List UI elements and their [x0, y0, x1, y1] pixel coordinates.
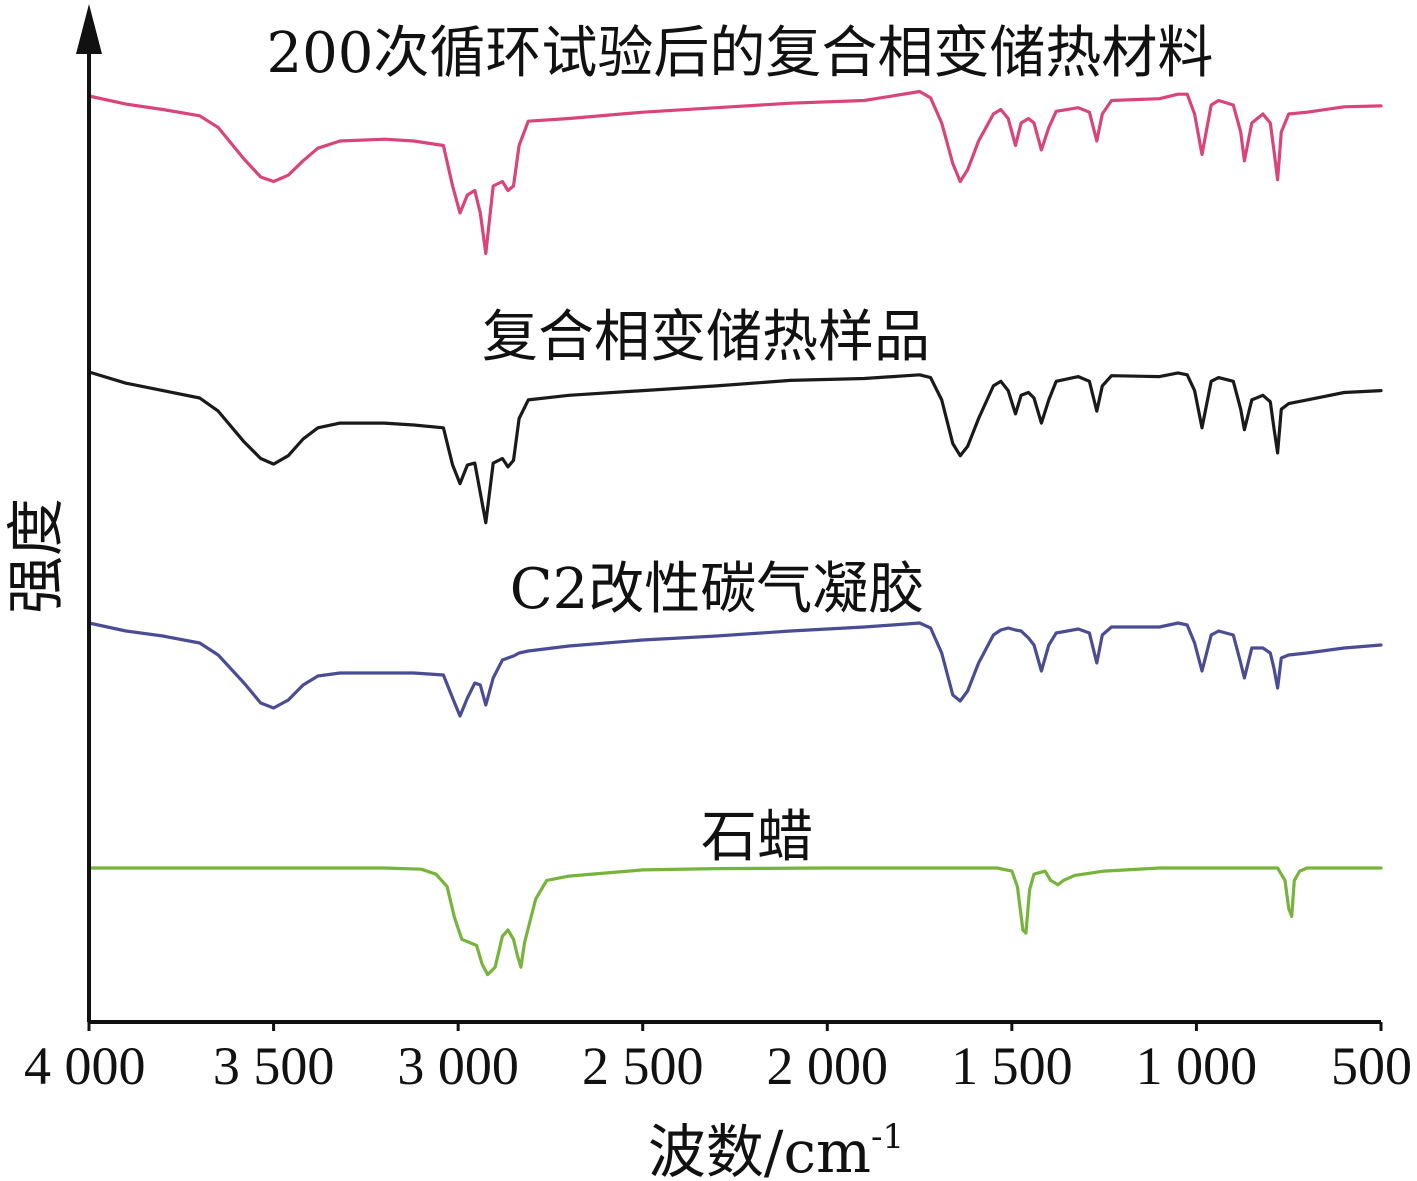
x-tick-label: 1 000 — [1136, 1036, 1258, 1096]
x-tick-label: 4 000 — [24, 1036, 146, 1096]
x-tick-label: 2 500 — [582, 1036, 704, 1096]
y-axis-title: 强度 — [2, 498, 70, 614]
series-layer — [87, 89, 1383, 977]
x-tick-label: 3 000 — [397, 1036, 519, 1096]
x-ticks: 4 000 3 500 3 000 2 500 2 000 1 500 1 000 500 — [24, 1022, 1412, 1096]
x-tick-label: 2 000 — [767, 1036, 889, 1096]
x-tick-label: 3 500 — [213, 1036, 335, 1096]
series-line — [87, 621, 1383, 718]
series-line — [87, 370, 1383, 525]
series-label: 复合相变储热样品 — [482, 305, 930, 370]
x-axis-title-superscript: -1 — [871, 1117, 904, 1157]
series-label: C2改性碳气凝胶 — [510, 557, 924, 622]
x-axis-title: 波数/cm-1 — [648, 1117, 904, 1181]
x-axis-title-main: 波数/cm — [648, 1118, 871, 1181]
x-tick-label: 1 500 — [951, 1036, 1073, 1096]
y-axis-arrow-icon — [76, 4, 102, 54]
series-label: 200次循环试验后的复合相变储热材料 — [267, 21, 1214, 86]
x-tick-label: 500 — [1331, 1036, 1412, 1096]
series-line — [87, 866, 1383, 977]
series-label: 石蜡 — [701, 805, 813, 870]
series-line — [87, 89, 1383, 256]
